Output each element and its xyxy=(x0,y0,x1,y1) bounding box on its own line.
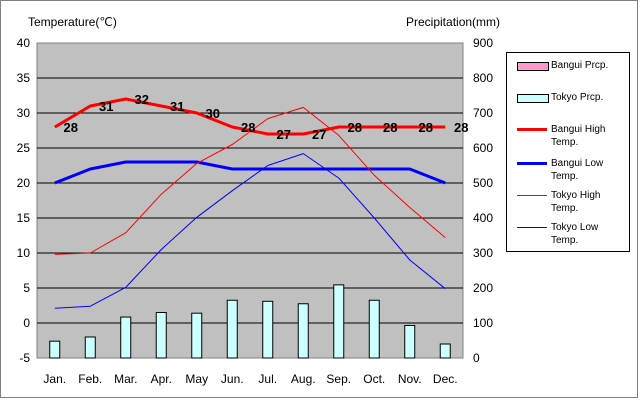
legend-item-tokyo-high: Tokyo High Temp. xyxy=(507,189,629,219)
left-tick-label: 10 xyxy=(17,246,31,260)
legend-label-bangui-low: Bangui Low Temp. xyxy=(551,158,604,182)
bar-tokyo-prcp- xyxy=(191,312,203,359)
right-tick-label: 0 xyxy=(473,351,480,365)
x-tick-label: Apr. xyxy=(151,372,172,386)
data-label: 32 xyxy=(135,92,149,107)
data-label: 27 xyxy=(312,127,326,142)
data-label: 28 xyxy=(454,120,468,135)
legend-item-bangui-low: Bangui Low Temp. xyxy=(507,157,629,187)
right-tick-label: 500 xyxy=(473,176,493,190)
left-tick-label: 20 xyxy=(17,176,31,190)
bar-tokyo-prcp- xyxy=(84,336,96,359)
line-tokyo-low-temp xyxy=(54,153,446,309)
data-label: 27 xyxy=(277,127,291,142)
left-tick-label: 35 xyxy=(17,71,31,85)
legend-swatch-tokyo-high xyxy=(517,195,547,196)
left-tick-label: 15 xyxy=(17,211,31,225)
x-tick-label: Sep. xyxy=(326,372,351,386)
data-label: 28 xyxy=(64,120,78,135)
data-label: 31 xyxy=(99,99,113,114)
right-tick-label: 400 xyxy=(473,211,493,225)
line-bangui-high-temp xyxy=(54,97,446,136)
x-tick-label: Mar. xyxy=(114,372,137,386)
legend-label-bangui-high: Bangui High Temp. xyxy=(551,124,606,148)
bar-tokyo-prcp- xyxy=(333,284,345,359)
legend-swatch-tokyo-prcp xyxy=(517,94,549,103)
legend-label-tokyo-low: Tokyo Low Temp. xyxy=(551,222,599,246)
x-tick-label: Dec. xyxy=(433,372,458,386)
precipitation-bars xyxy=(49,284,451,359)
x-tick-label: Oct. xyxy=(363,372,385,386)
data-label: 28 xyxy=(241,120,255,135)
gridlines xyxy=(37,77,463,324)
left-axis-title: Temperature(℃) xyxy=(28,15,117,29)
left-tick-label: 0 xyxy=(23,316,30,330)
x-tick-label: May xyxy=(185,372,208,386)
legend-label-tokyo-prcp: Tokyo Prcp. xyxy=(551,92,604,103)
left-tick-label: 25 xyxy=(17,141,31,155)
right-tick-label: 900 xyxy=(473,36,493,50)
legend: Bangui Prcp. Tokyo Prcp. Bangui High Tem… xyxy=(506,52,630,252)
left-tick-label: -5 xyxy=(19,351,30,365)
legend-label-bangui-prcp: Bangui Prcp. xyxy=(551,60,609,71)
legend-item-tokyo-low: Tokyo Low Temp. xyxy=(507,221,629,251)
bar-tokyo-prcp- xyxy=(368,299,380,359)
x-tick-label: Feb. xyxy=(78,372,102,386)
bar-tokyo-prcp- xyxy=(262,300,274,359)
line-tokyo-high-temp xyxy=(54,106,446,255)
left-axis-ticks: -5 0 5 10 15 20 25 30 35 40 xyxy=(17,36,31,365)
x-tick-label: Nov. xyxy=(398,372,422,386)
bar-tokyo-prcp- xyxy=(49,340,61,359)
legend-item-bangui-prcp: Bangui Prcp. xyxy=(507,59,629,89)
left-tick-label: 40 xyxy=(17,36,31,50)
right-axis-ticks: 0 100 200 300 400 500 600 700 800 900 xyxy=(473,36,493,365)
right-tick-label: 600 xyxy=(473,141,493,155)
right-tick-label: 700 xyxy=(473,106,493,120)
data-label: 30 xyxy=(206,106,220,121)
left-tick-label: 30 xyxy=(17,106,31,120)
x-tick-label: Jun. xyxy=(221,372,244,386)
x-tick-label: Jan. xyxy=(43,372,66,386)
x-tick-label: Jul. xyxy=(258,372,277,386)
data-label: 28 xyxy=(419,120,433,135)
legend-swatch-bangui-low xyxy=(517,162,547,165)
data-label: 28 xyxy=(348,120,362,135)
bar-tokyo-prcp- xyxy=(439,343,451,359)
legend-item-tokyo-prcp: Tokyo Prcp. xyxy=(507,91,629,121)
left-tick-label: 5 xyxy=(23,281,30,295)
right-axis-title: Precipitation(mm) xyxy=(406,15,500,29)
legend-swatch-bangui-prcp xyxy=(517,62,549,71)
right-tick-label: 300 xyxy=(473,246,493,260)
legend-label-tokyo-high: Tokyo High Temp. xyxy=(551,190,601,214)
bar-tokyo-prcp- xyxy=(155,312,167,359)
temperature-lines xyxy=(54,97,446,309)
bar-tokyo-prcp- xyxy=(404,324,416,359)
bar-tokyo-prcp- xyxy=(297,303,309,359)
data-label: 31 xyxy=(170,99,184,114)
x-axis-ticks: Jan. Feb. Mar. Apr. May Jun. Jul. Aug. Sep. Oct. N… xyxy=(43,372,457,386)
bar-tokyo-prcp- xyxy=(120,316,132,359)
line-bangui-low-temp xyxy=(54,160,446,185)
right-tick-label: 100 xyxy=(473,316,493,330)
bar-tokyo-prcp- xyxy=(226,299,238,359)
legend-item-bangui-high: Bangui High Temp. xyxy=(507,123,629,153)
plot-area xyxy=(36,42,464,359)
right-tick-label: 800 xyxy=(473,71,493,85)
x-tick-label: Aug. xyxy=(291,372,316,386)
legend-swatch-tokyo-low xyxy=(517,227,547,228)
right-tick-label: 200 xyxy=(473,281,493,295)
data-labels: 28 31 32 31 30 28 27 27 28 28 28 28 xyxy=(64,92,469,142)
data-label: 28 xyxy=(383,120,397,135)
legend-swatch-bangui-high xyxy=(517,128,547,131)
